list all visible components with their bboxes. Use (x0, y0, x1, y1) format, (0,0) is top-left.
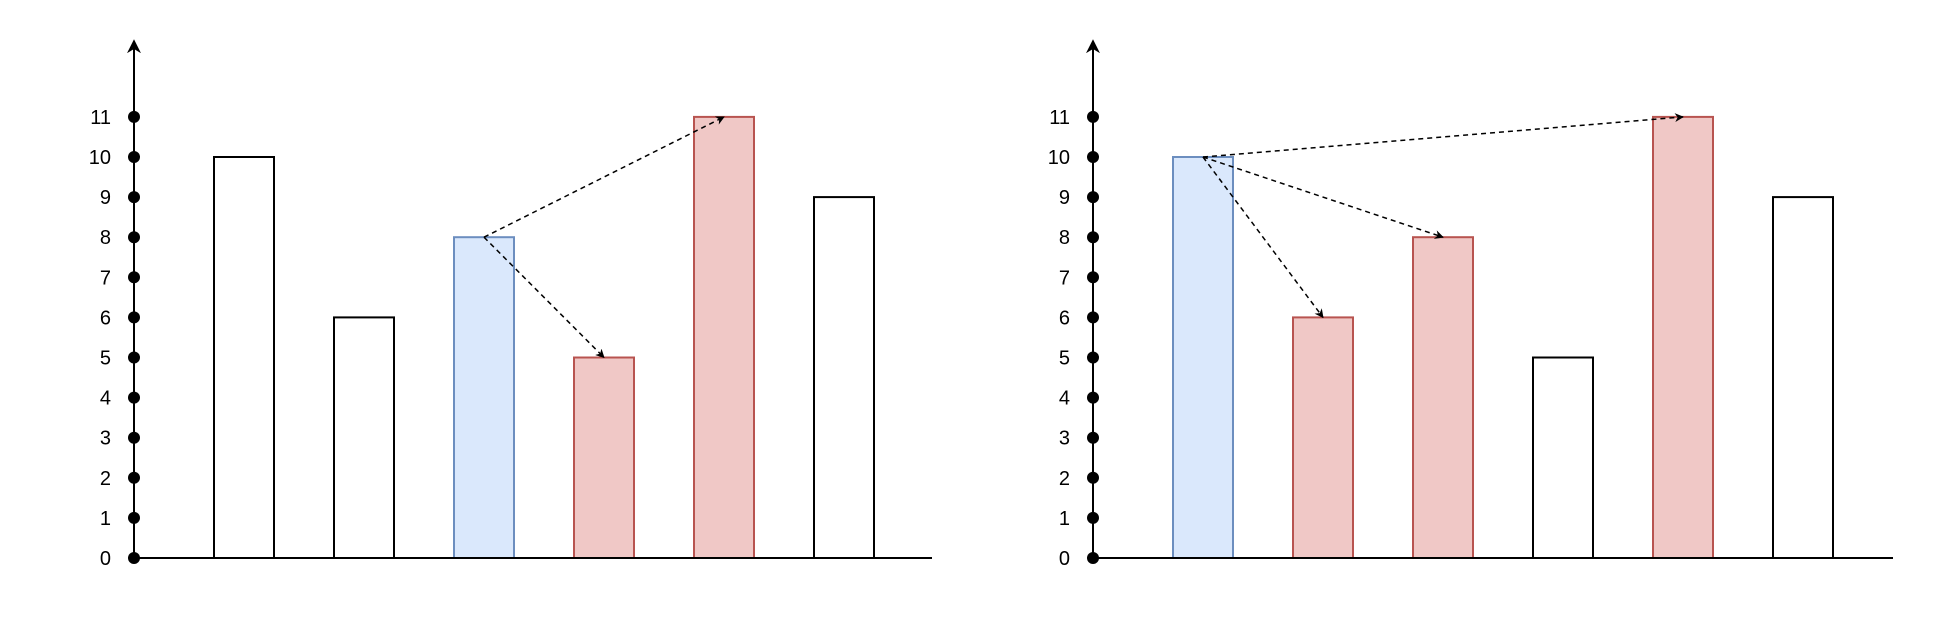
y-tick-dot (1087, 471, 1099, 484)
comparison-arrow (1202, 156, 1324, 319)
y-tick-dot (128, 391, 140, 404)
y-tick-label: 6 (100, 307, 111, 329)
y-tick-dot (128, 110, 140, 123)
y-tick-label: 7 (1059, 267, 1070, 289)
bar-plain-5 (1772, 196, 1834, 559)
comparison-arrow (483, 116, 725, 238)
y-tick-label: 9 (1059, 187, 1070, 209)
comparison-arrow (1202, 113, 1684, 158)
y-tick-label: 7 (100, 267, 111, 289)
y-tick-dot (1087, 552, 1099, 564)
y-tick-label: 6 (1059, 307, 1070, 329)
chart-panel-right: 0 1 2 3 4 5 6 7 8 9 10 11 (1048, 39, 1893, 570)
y-tick-label: 0 (100, 548, 111, 570)
y-tick-dot (1087, 151, 1099, 163)
y-tick-label: 3 (1059, 428, 1070, 450)
y-tick-dot (128, 351, 140, 364)
y-tick-label: 0 (1059, 548, 1070, 570)
bar-plain-1 (333, 316, 395, 559)
bar-plain-3 (1532, 356, 1594, 559)
chart-panel-left: 0 1 2 3 4 5 6 7 8 9 10 11 (89, 39, 932, 570)
y-tick-label: 11 (90, 107, 111, 129)
y-tick-label: 3 (100, 428, 111, 450)
y-tick-label: 4 (100, 388, 111, 410)
y-tick-label: 10 (1048, 147, 1070, 169)
y-tick-label: 10 (89, 147, 111, 169)
y-tick-label: 1 (1059, 508, 1070, 530)
y-tick-dot (1087, 511, 1099, 524)
bar-red-3 (573, 356, 635, 559)
y-tick-dot (1087, 351, 1099, 364)
y-tick-dot (128, 231, 140, 244)
y-tick-dot (128, 431, 140, 444)
y-tick-label: 9 (100, 187, 111, 209)
y-tick-dot (1087, 191, 1099, 204)
y-tick-label: 8 (100, 227, 111, 249)
bar-red-2 (1412, 236, 1474, 559)
y-tick-label: 2 (100, 468, 111, 490)
y-tick-dot (128, 311, 140, 324)
y-tick-label: 1 (100, 508, 111, 530)
y-tick-dot (1087, 391, 1099, 404)
y-tick-label: 2 (1059, 468, 1070, 490)
y-tick-dot (1087, 431, 1099, 444)
y-tick-label: 8 (1059, 227, 1070, 249)
y-tick-dot (1087, 110, 1099, 123)
y-tick-dot (128, 191, 140, 204)
y-tick-label: 5 (100, 348, 111, 370)
bar-blue-2 (453, 236, 515, 559)
bar-red-4 (693, 115, 755, 560)
y-tick-dot (128, 471, 140, 484)
bar-plain-5 (813, 196, 875, 559)
y-tick-label: 4 (1059, 388, 1070, 410)
bar-plain-0 (213, 156, 275, 559)
bar-red-1 (1292, 316, 1354, 559)
y-tick-label: 5 (1059, 348, 1070, 370)
y-tick-label: 11 (1049, 107, 1070, 129)
y-tick-dot (128, 151, 140, 163)
comparison-arrow (483, 236, 605, 359)
comparison-arrow (1202, 156, 1444, 239)
y-tick-dot (128, 271, 140, 284)
y-tick-dot (128, 511, 140, 524)
y-tick-dot (1087, 231, 1099, 244)
y-tick-dot (1087, 271, 1099, 284)
y-tick-dot (128, 552, 140, 564)
y-tick-dot (1087, 311, 1099, 324)
bar-red-4 (1652, 115, 1714, 560)
bar-blue-0 (1172, 156, 1234, 559)
